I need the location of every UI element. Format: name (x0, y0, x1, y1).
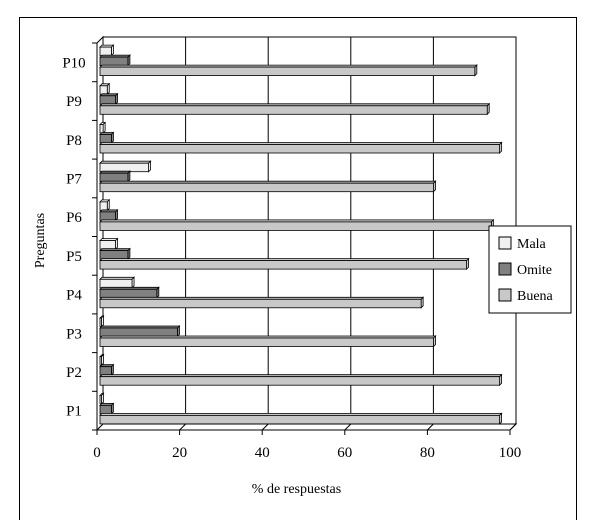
bar-buena-p8 (99, 141, 503, 154)
bar-mala-p5 (99, 237, 119, 251)
legend-label: Omite (517, 263, 552, 278)
legend-label: Mala (517, 237, 547, 252)
y-tick-label-p4: P4 (66, 288, 82, 304)
x-tick-label-60: 60 (337, 445, 352, 461)
legend-item-buena: Buena (498, 288, 554, 304)
x-tick-labels: 0 20 40 60 80 100 (93, 430, 521, 461)
bar-mala-p4 (99, 276, 136, 289)
y-axis-title: Preguntas (33, 213, 48, 268)
legend: Mala Omite Buena (488, 225, 572, 314)
bar-mala-p7 (99, 160, 152, 173)
gridline-floor (344, 423, 352, 431)
plot-floor (95, 423, 518, 431)
bar-omite-p3 (99, 325, 181, 338)
gridline-floor (261, 423, 269, 431)
bar-mala-p8 (99, 121, 107, 134)
chart-frame (19, 17, 577, 520)
bar-buena-p2 (99, 373, 503, 387)
bar-mala-p1 (99, 392, 105, 405)
bars-group (99, 44, 503, 425)
y-tick-label-p1: P1 (66, 404, 82, 420)
bar-buena-p7 (99, 180, 437, 193)
bar-buena-p5 (99, 257, 470, 271)
bar-omite-p9 (99, 92, 119, 106)
legend-item-mala: Mala (498, 236, 547, 252)
y-tick-label-p7: P7 (66, 171, 82, 187)
x-tick-label-100: 100 (499, 445, 522, 461)
bar-omite-p2 (99, 363, 115, 377)
x-axis-title: % de respuestas (252, 482, 341, 497)
y-tick-label-p2: P2 (66, 365, 82, 381)
legend-swatch (498, 288, 512, 302)
bar-buena-p9 (99, 102, 491, 116)
bar-mala-p3 (99, 315, 105, 328)
bar-omite-p1 (99, 402, 115, 415)
gridline-floor (427, 423, 434, 431)
bar-omite-p6 (99, 208, 119, 222)
bar-buena-p4 (99, 296, 425, 309)
legend-item-omite: Omite (498, 262, 552, 278)
bar-mala-p10 (99, 44, 115, 57)
y-tick-label-p3: P3 (66, 326, 82, 342)
bar-buena-p1 (99, 412, 503, 425)
x-tick-label-80: 80 (420, 445, 435, 461)
bar-omite-p8 (99, 131, 115, 144)
legend-label: Buena (517, 289, 554, 304)
legend-swatch (498, 262, 512, 276)
bar-omite-p7 (99, 170, 131, 183)
bar-mala-p2 (99, 353, 105, 367)
y-tick-label-p10: P10 (62, 55, 85, 71)
bar-buena-p6 (99, 218, 495, 232)
bar-omite-p10 (99, 54, 131, 67)
y-tick-label-p9: P9 (66, 94, 82, 110)
y-tick-labels: P1 P2 P3 P4 P5 P6 P7 P8 P9 P10 (62, 55, 85, 419)
x-tick-label-20: 20 (172, 445, 187, 461)
y-tick-label-p6: P6 (66, 210, 82, 226)
bar-mala-p6 (99, 198, 111, 212)
gridline-floor (179, 423, 186, 431)
gridline-floor (509, 423, 517, 431)
x-tick-label-0: 0 (93, 445, 101, 461)
plot-area (92, 35, 518, 432)
legend-swatch (498, 236, 512, 250)
bar-buena-p3 (99, 335, 437, 348)
bar-mala-p9 (99, 82, 111, 96)
y-tick-label-p5: P5 (66, 249, 82, 265)
bar-buena-p10 (99, 64, 478, 77)
bar-omite-p5 (99, 247, 131, 261)
y-tick-label-p8: P8 (66, 133, 82, 149)
x-tick-label-40: 40 (255, 445, 270, 461)
bar-omite-p4 (99, 286, 160, 299)
